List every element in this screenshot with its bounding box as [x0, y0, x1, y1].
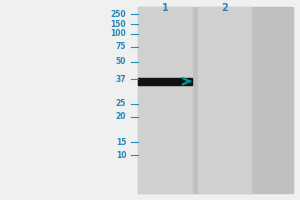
Text: 15: 15: [116, 138, 126, 147]
Text: 2: 2: [221, 3, 228, 13]
Text: 1: 1: [161, 3, 168, 13]
Text: 250: 250: [111, 10, 126, 19]
Bar: [198, 7, 251, 193]
Text: 25: 25: [116, 99, 126, 108]
Text: 50: 50: [116, 57, 126, 66]
Text: 10: 10: [116, 151, 126, 160]
Text: 20: 20: [116, 112, 126, 121]
Bar: [138, 78, 192, 85]
Text: 75: 75: [116, 42, 126, 51]
Text: 37: 37: [116, 75, 126, 84]
Bar: [138, 7, 192, 193]
Text: 150: 150: [111, 20, 126, 29]
Text: 100: 100: [110, 29, 126, 38]
Bar: [138, 7, 293, 193]
